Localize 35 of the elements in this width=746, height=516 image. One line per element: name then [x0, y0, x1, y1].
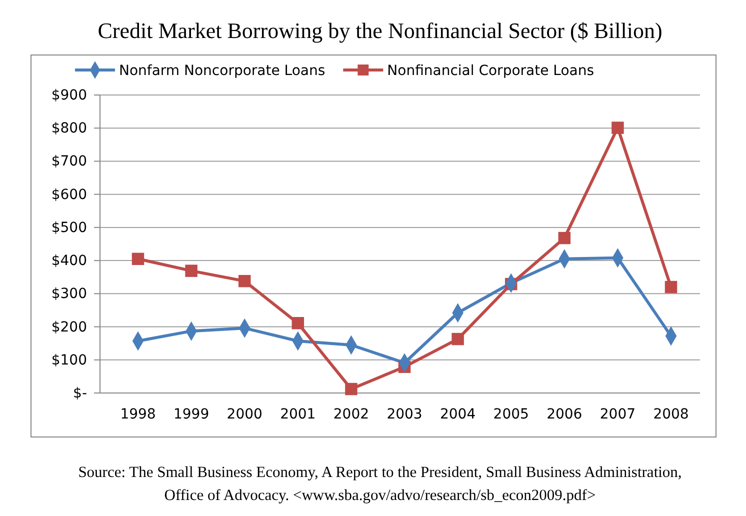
- x-tick-label: 2003: [386, 406, 422, 422]
- y-tick-label: $200: [51, 319, 87, 336]
- legend-label: Nonfinancial Corporate Loans: [387, 63, 594, 79]
- y-tick-label: $100: [51, 352, 87, 368]
- point: [664, 280, 678, 294]
- source-note: Source: The Small Business Economy, A Report to the President, Small Business Administration,: [78, 464, 682, 481]
- x-tick-label: 1999: [173, 406, 210, 422]
- x-tick-label: 2005: [493, 406, 529, 422]
- x-tick-label: 2001: [280, 406, 316, 422]
- x-tick-label: 2007: [600, 406, 636, 422]
- point: [292, 317, 304, 330]
- chart-title: Credit Market Borrowing by the Nonfinancial Sector ($ Billion): [98, 18, 662, 43]
- y-tick-label: $400: [51, 253, 87, 270]
- x-tick-label: 2000: [226, 406, 262, 422]
- point: [558, 232, 571, 244]
- x-tick-label: 2004: [440, 406, 476, 422]
- y-tick-label: $800: [51, 120, 87, 137]
- point: [612, 122, 624, 134]
- y-tick-label: $500: [51, 220, 87, 236]
- y-tick-label: $300: [51, 286, 87, 302]
- text: Office of Advocacy. <www.sba.gov/advo/research/sb_econ2009.pdf>: [164, 487, 596, 504]
- y-tick-label: $600: [51, 186, 87, 203]
- point: [238, 274, 251, 288]
- x-tick-label: 2006: [546, 406, 582, 422]
- legend-label: Nonfarm Noncorporate Loans: [119, 63, 326, 79]
- x-tick-label: 1998: [120, 406, 156, 422]
- point: [452, 332, 464, 346]
- y-tick-label: $700: [51, 154, 87, 170]
- y-tick-label: $-: [73, 385, 87, 402]
- point: [185, 264, 198, 277]
- point: [345, 382, 358, 396]
- point: [132, 252, 144, 266]
- x-tick-label: 2008: [653, 406, 689, 422]
- y-tick-label: $900: [51, 87, 87, 104]
- x-tick-label: 2002: [333, 406, 370, 422]
